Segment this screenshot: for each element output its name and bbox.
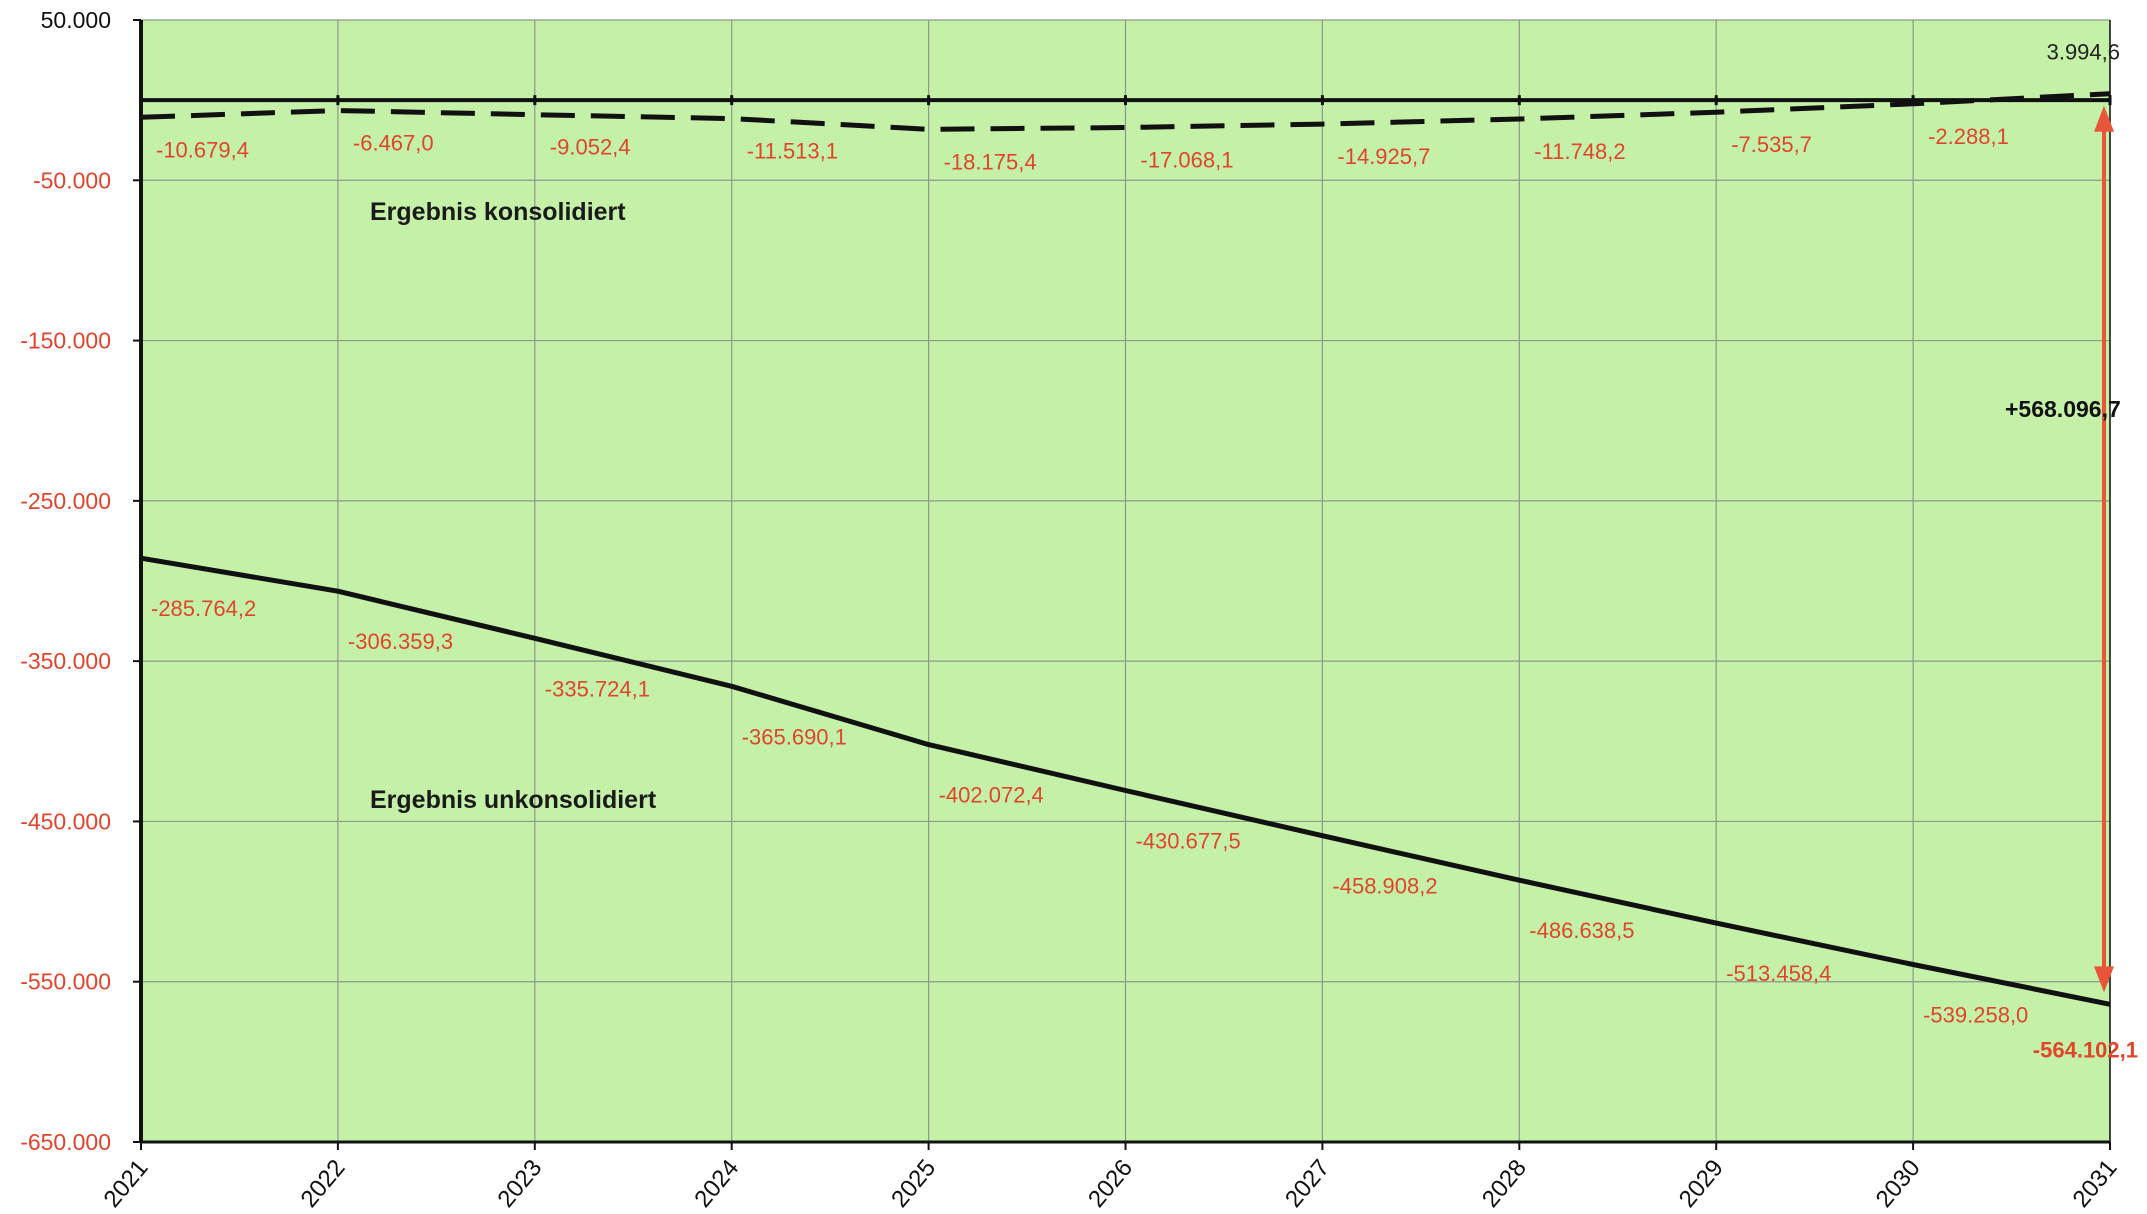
data-label-unkonsolidiert-8: -513.458,4 <box>1726 961 1831 986</box>
data-label-konsolidiert-2: -9.052,4 <box>550 135 631 160</box>
data-label-konsolidiert-7: -11.748,2 <box>1534 139 1625 164</box>
y-tick-label-0: 50.000 <box>41 7 111 33</box>
difference-arrow <box>2094 105 2114 993</box>
series-line-0 <box>140 91 2111 132</box>
data-label-unkonsolidiert-9: -539.258,0 <box>1923 1002 2028 1027</box>
x-axis-ticks: 2021 2022 2023 2024 2025 2026 2027 2028 2029 2030… <box>99 1142 2123 1213</box>
data-label-unkonsolidiert-4: -402.072,4 <box>939 783 1044 808</box>
data-label-konsolidiert-6: -14.925,7 <box>1337 144 1430 169</box>
data-label-unkonsolidiert-2: -335.724,1 <box>545 676 650 701</box>
difference-arrow-head-down <box>2094 966 2114 993</box>
series-label-unkonsolidiert: Ergebnis unkonsolidiert <box>370 786 657 814</box>
x-tick-label-7: 2028 <box>1477 1155 1532 1213</box>
series-lines <box>139 91 2112 1007</box>
data-label-konsolidiert-9: -2.288,1 <box>1928 124 2009 149</box>
data-label-unkonsolidiert-10: -564.102,1 <box>2033 1037 2138 1062</box>
y-tick-label-1: -50.000 <box>33 167 111 193</box>
series-label-konsolidiert: Ergebnis konsolidiert <box>370 198 626 226</box>
x-tick-label-0: 2021 <box>99 1155 154 1213</box>
data-label-unkonsolidiert-7: -486.638,5 <box>1529 918 1634 943</box>
data-label-unkonsolidiert-3: -365.690,1 <box>742 724 847 749</box>
x-tick-label-10: 2031 <box>2068 1155 2123 1213</box>
data-label-konsolidiert-3: -11.513,1 <box>747 139 838 164</box>
data-label-unkonsolidiert-5: -430.677,5 <box>1136 828 1241 853</box>
y-tick-label-3: -250.000 <box>20 488 111 514</box>
series-line-1 <box>140 555 2111 1007</box>
y-axis-ticks: 50.000 -50.000 -150.000 -250.000 -350.000 -45… <box>20 7 141 1155</box>
y-tick-label-6: -550.000 <box>20 969 111 995</box>
data-label-unkonsolidiert-0: -285.764,2 <box>151 596 256 621</box>
y-tick-label-2: -150.000 <box>20 328 111 354</box>
data-label-konsolidiert-8: -7.535,7 <box>1731 132 1812 157</box>
data-label-konsolidiert-4: -18.175,4 <box>944 149 1037 174</box>
x-tick-label-4: 2025 <box>886 1155 941 1213</box>
y-tick-label-5: -450.000 <box>20 808 111 834</box>
data-label-konsolidiert-1: -6.467,0 <box>353 131 434 156</box>
y-tick-label-7: -650.000 <box>20 1129 111 1155</box>
x-tick-label-1: 2022 <box>295 1155 350 1213</box>
x-tick-label-5: 2026 <box>1083 1155 1138 1213</box>
data-label-unkonsolidiert-6: -458.908,2 <box>1332 874 1437 899</box>
x-tick-label-3: 2024 <box>689 1155 744 1213</box>
x-tick-label-2: 2023 <box>492 1155 547 1213</box>
difference-arrow-head-up <box>2094 105 2114 132</box>
x-tick-label-8: 2029 <box>1674 1155 1729 1213</box>
x-tick-label-9: 2030 <box>1871 1155 1926 1213</box>
x-tick-label-6: 2027 <box>1280 1155 1335 1213</box>
data-label-konsolidiert-5: -17.068,1 <box>1141 148 1234 173</box>
data-labels: -10.679,4 -6.467,0 -9.052,4 -11.513,1 -18.17… <box>151 40 2138 1063</box>
y-tick-label-4: -350.000 <box>20 648 111 674</box>
data-label-konsolidiert-0: -10.679,4 <box>156 137 249 162</box>
difference-label: +568.096,7 <box>2005 396 2121 422</box>
data-label-konsolidiert-10: 3.994,6 <box>2047 40 2120 65</box>
data-label-unkonsolidiert-1: -306.359,3 <box>348 629 453 654</box>
